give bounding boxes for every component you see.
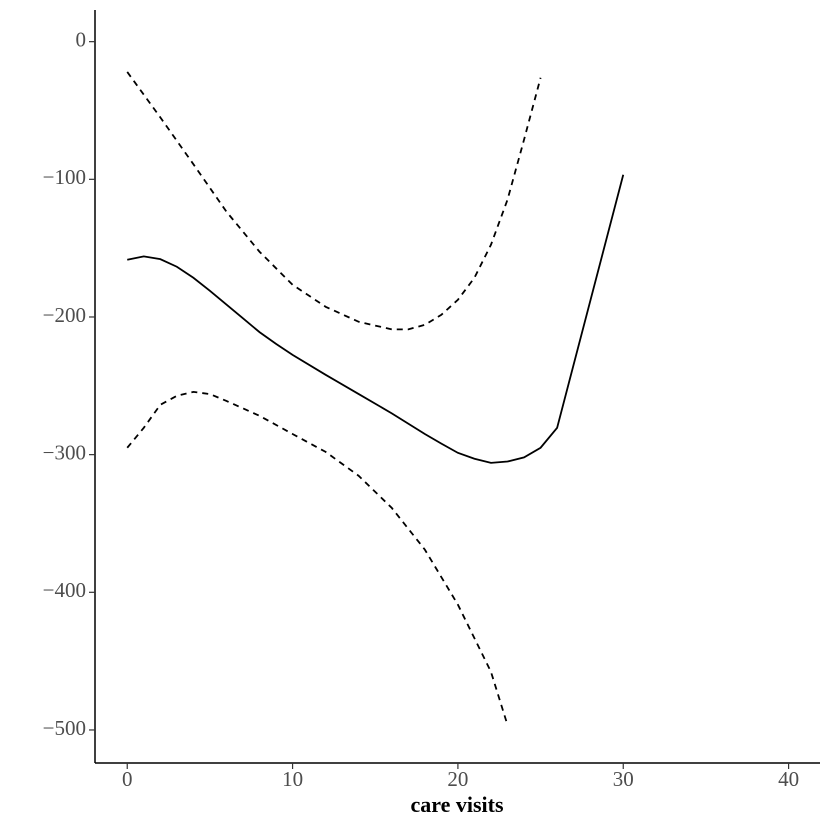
y-tick-label: −100: [43, 165, 86, 189]
y-tick-label: −400: [43, 578, 86, 602]
x-tick-label: 0: [122, 767, 133, 791]
line: [127, 174, 625, 464]
dashed-line: [126, 71, 542, 331]
y-tick-label: −300: [43, 440, 86, 464]
dashed-line: [126, 390, 509, 726]
x-tick-label: 40: [778, 767, 799, 791]
x-tick-label: 30: [613, 767, 634, 791]
y-tick-label: 0: [76, 27, 87, 51]
x-axis-title: care visits: [410, 792, 504, 817]
y-tick-label: −500: [43, 716, 86, 740]
x-tick-label: 10: [282, 767, 303, 791]
y-tick-label: −200: [43, 303, 86, 327]
x-tick-label: 20: [447, 767, 468, 791]
